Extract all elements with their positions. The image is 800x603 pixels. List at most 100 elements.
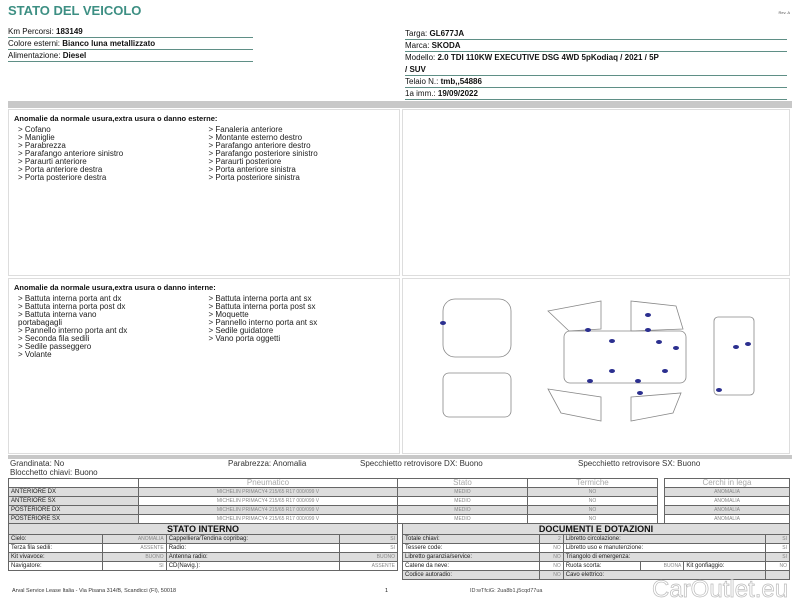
cell-value: ASSENTE [102, 543, 167, 553]
cell-value: NO [538, 552, 564, 562]
cerchi-value: ANOMALIA [664, 496, 790, 506]
damage-item: > Battuta interna porta ant dx [18, 294, 122, 303]
cell-label: Antenna radio: [165, 552, 340, 562]
damage-item: > Parafango anteriore sinistro [18, 149, 124, 158]
cell-value: NO [765, 561, 790, 571]
cell-value: NO [538, 570, 564, 580]
alimentazione-row: Alimentazione: Diesel [8, 50, 253, 62]
cell-label: Libretto circolazione: [562, 534, 767, 544]
exterior-list-2: > Fanaleria anteriore > Montante esterno … [209, 126, 400, 182]
doors-view [547, 300, 684, 422]
damage-item: > Pannello interno porta ant dx [18, 326, 128, 335]
cell-value: SI [765, 543, 790, 553]
cell-value: SI [765, 552, 790, 562]
damage-item: > Seconda fila sedili [18, 334, 90, 343]
divider [8, 455, 792, 459]
cell-label: Totale chiavi: [402, 534, 540, 544]
damage-item: > Pannello interno porta ant sx [208, 318, 318, 327]
marca-row: Marca: SKODA [405, 40, 787, 52]
damage-item: > Battuta interna vano [18, 310, 97, 319]
table-row: Libretto garanzia/service: NO Triangolo di… [402, 552, 790, 562]
cell-value: SI [102, 561, 167, 571]
damage-item: > Parafango posteriore sinistro [208, 149, 318, 158]
cell-label: Kit gonfiaggio: [683, 561, 767, 571]
tyre-model: MICHELIN PRIMACY4 215/65 R17 000/099 V [138, 505, 398, 515]
cell-value: BUONO [338, 552, 399, 562]
cell-value: NO [538, 561, 564, 571]
cell-value: SI [338, 534, 399, 544]
cell-label: Triangolo di emergenza: [562, 552, 767, 562]
trunk-view [442, 372, 512, 418]
cerchi-value: ANOMALIA [664, 487, 790, 497]
tyre-winter: NO [527, 496, 658, 506]
damage-item: > Porta anteriore sinistra [208, 165, 296, 174]
cell-label: Cielo: [7, 534, 104, 544]
tyre-position: POSTERIORE DX [8, 505, 139, 515]
tyre-row: ANTERIORE DX MICHELIN PRIMACY4 215/65 R17… [8, 487, 658, 497]
cabin-view [563, 330, 687, 384]
cell-label: Terza fila sedili: [7, 543, 104, 553]
cell-value: NO [538, 543, 564, 553]
cell-value [765, 570, 790, 580]
damage-item: > Maniglie [18, 133, 55, 142]
cell-label: CD(Navig.): [165, 561, 340, 571]
colore-row: Colore esterni: Bianco luna metallizzato [8, 38, 253, 50]
damage-item: > Parafango anteriore destro [208, 141, 311, 150]
table-row: Cielo: ANOMALIA Cappelliera/Tendina coprib… [7, 534, 399, 544]
tyre-state: MEDIO [397, 505, 528, 515]
damage-item: > Volante [18, 350, 52, 359]
cerchi-row: ANOMALIA [664, 487, 790, 497]
table-row: Totale chiavi: 2 Libretto circolazione: SI [402, 534, 790, 544]
parabrezza: Parabrezza: Anomalia [228, 459, 307, 468]
damage-item: > Porta anteriore destra [18, 165, 103, 174]
damage-item: > Montante esterno destro [208, 133, 303, 142]
telaio-row: Telaio N.: tmb,,54886 [405, 76, 787, 88]
cell-label: Codice autoradio: [402, 570, 540, 580]
page-number: 1 [385, 588, 389, 594]
table-row: Codice autoradio: NO Cavo elettrico: [402, 570, 790, 580]
specchietto-sx: Specchietto retrovisore SX: Buono [578, 459, 701, 468]
cerchi-value: ANOMALIA [664, 505, 790, 515]
km-row: Km Percorsi: 183149 [8, 26, 253, 38]
tyre-model: MICHELIN PRIMACY4 215/65 R17 000/099 V [138, 496, 398, 506]
blocchetto-chiavi: Blocchetto chiavi: Buono [10, 468, 98, 477]
cell-value: ASSENTE [338, 561, 399, 571]
document-id: ID:wTfciG: 2ua8b1,j5cqd77ua [470, 588, 543, 594]
interior-diagram [440, 298, 755, 422]
table-row: Catene da neve: NO Ruota scorta: BUONA Kit g… [402, 561, 790, 571]
watermark: CarOutlet.eu [652, 576, 789, 603]
modello-row: Modello: 2.0 TDI 110KW EXECUTIVE DSG 4WD… [405, 53, 659, 62]
cell-value: 2 [538, 534, 564, 544]
exterior-damage-box: Anomalie da normale usura,extra usura o … [8, 109, 400, 276]
documenti-table: DOCUMENTI E DOTAZIONI Totale chiavi: 2 Libr… [402, 523, 790, 580]
targa-row: Targa: GL677JA [405, 28, 787, 40]
damage-dots [440, 313, 751, 395]
damage-item: > Fanaleria anteriore [208, 125, 283, 134]
tyre-row: ANTERIORE SX MICHELIN PRIMACY4 215/65 R17… [8, 496, 658, 506]
revision: Rev. A [778, 10, 791, 15]
damage-item: > Sedile guidatore [208, 326, 274, 335]
damage-item: > Porta posteriore destra [18, 173, 107, 182]
dashboard-view [713, 316, 755, 396]
cell-value: SI [338, 543, 399, 553]
cell-label: Cavo elettrico: [562, 570, 767, 580]
cell-label: Navigatore: [7, 561, 104, 571]
damage-item: > Battuta interna porta post dx [18, 302, 126, 311]
front-seats-view [442, 298, 512, 358]
table-row: Tessere code: NO Libretto uso e manutenzio… [402, 543, 790, 553]
damage-item: > Paraurti posteriore [208, 157, 282, 166]
cell-label: Libretto garanzia/service: [402, 552, 540, 562]
tyre-model: MICHELIN PRIMACY4 215/65 R17 000/099 V [138, 487, 398, 497]
damage-item: > Porta posteriore sinistra [208, 173, 300, 182]
cerchi-table: Cerchi in lega ANOMALIA ANOMALIA ANOMALIA AN… [664, 478, 790, 524]
damage-item: portabagagli [18, 318, 63, 327]
cell-value: BUONO [102, 552, 167, 562]
damage-item: > Cofano [18, 125, 51, 134]
specchietto-dx: Specchietto retrovisore DX: Buono [360, 459, 483, 468]
cell-value: ANOMALIA [102, 534, 167, 544]
cell-value: SI [765, 534, 790, 544]
cell-label: Kit vivavoce: [7, 552, 104, 562]
tyre-row: POSTERIORE DX MICHELIN PRIMACY4 215/65 R1… [8, 505, 658, 515]
damage-item: > Sedile passeggero [18, 342, 92, 351]
damage-item: > Parabrezza [18, 141, 66, 150]
